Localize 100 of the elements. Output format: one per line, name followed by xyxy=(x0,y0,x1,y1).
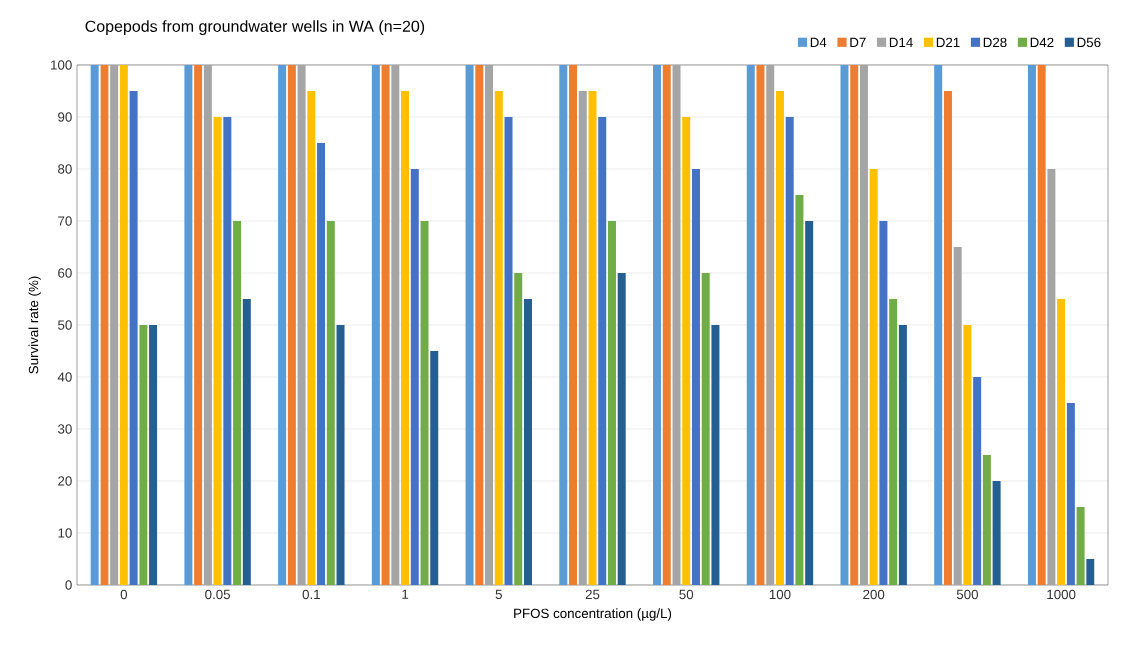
bar xyxy=(879,220,888,585)
bar xyxy=(203,64,212,585)
bar xyxy=(410,168,419,585)
legend-label: D7 xyxy=(850,37,866,47)
x-tick-label: 500 xyxy=(956,589,979,600)
bar xyxy=(859,64,868,585)
bar xyxy=(242,298,251,585)
y-tick-label: 60 xyxy=(58,268,72,278)
bar xyxy=(233,220,242,585)
bar xyxy=(840,64,849,585)
bar xyxy=(494,90,503,585)
bar xyxy=(559,64,568,585)
y-axis-title: Survival rate (%) xyxy=(28,276,41,374)
y-tick-label: 70 xyxy=(58,216,72,226)
x-tick-label: 0 xyxy=(120,589,128,600)
bar xyxy=(1027,64,1036,585)
bar xyxy=(287,64,296,585)
bar xyxy=(653,64,662,585)
bar xyxy=(607,220,616,585)
bar xyxy=(766,64,775,585)
y-tick-label: 100 xyxy=(51,60,72,70)
bar xyxy=(1076,506,1085,585)
legend-label: D4 xyxy=(810,37,827,47)
bar xyxy=(213,116,222,585)
x-tick-label: 100 xyxy=(769,589,791,600)
bar xyxy=(785,116,794,585)
legend-label: D56 xyxy=(1077,37,1101,48)
bar xyxy=(711,324,720,585)
bar xyxy=(90,64,99,585)
x-tick-label: 50 xyxy=(679,589,694,600)
bar xyxy=(420,220,429,585)
bar xyxy=(485,64,494,585)
bar xyxy=(963,324,972,585)
y-tick-label: 20 xyxy=(58,476,72,486)
bar xyxy=(401,90,410,585)
bar xyxy=(701,272,710,585)
bar xyxy=(430,350,439,585)
bar xyxy=(465,64,474,585)
bar xyxy=(992,480,1001,585)
bar xyxy=(869,168,878,585)
bar xyxy=(756,64,765,585)
bar xyxy=(149,324,158,585)
bar xyxy=(850,64,859,585)
bar xyxy=(588,90,597,585)
bar xyxy=(297,64,306,585)
bar xyxy=(569,64,578,585)
bar xyxy=(223,116,232,585)
bar xyxy=(336,324,345,585)
bar xyxy=(475,64,484,585)
bar xyxy=(1086,558,1095,585)
y-tick-label: 50 xyxy=(58,320,72,330)
x-tick-label: 25 xyxy=(585,589,600,600)
bar xyxy=(982,454,991,585)
bar xyxy=(326,220,335,585)
bar xyxy=(110,64,119,585)
x-tick-label: 5 xyxy=(495,589,502,599)
bar xyxy=(278,64,287,585)
legend-label: D28 xyxy=(983,37,1007,48)
bar xyxy=(514,272,523,585)
bar xyxy=(317,142,326,585)
bar xyxy=(119,64,128,585)
bar xyxy=(1057,298,1066,585)
bar xyxy=(307,90,316,585)
bar xyxy=(889,298,898,585)
x-tick-label: 1 xyxy=(402,589,409,599)
bar xyxy=(662,64,671,585)
bar xyxy=(682,116,691,585)
bar xyxy=(371,64,380,585)
x-tick-label: 0.1 xyxy=(302,589,320,600)
legend-label: D42 xyxy=(1030,37,1054,47)
bar xyxy=(381,64,390,585)
bar xyxy=(953,246,962,585)
bar xyxy=(795,194,804,585)
x-tick-label: 1000 xyxy=(1047,589,1076,600)
x-tick-label: 200 xyxy=(863,589,885,600)
bar xyxy=(943,90,952,585)
bar xyxy=(775,90,784,585)
bar xyxy=(746,64,755,585)
bar xyxy=(1037,64,1046,585)
bar xyxy=(523,298,532,585)
bar xyxy=(184,64,193,585)
x-tick-label: 0.05 xyxy=(205,589,231,600)
legend-label: D21 xyxy=(936,37,960,47)
bar xyxy=(598,116,607,585)
y-tick-label: 80 xyxy=(58,164,72,174)
bar xyxy=(391,64,400,585)
bar xyxy=(1047,168,1056,585)
bar xyxy=(898,324,907,585)
y-tick-label: 10 xyxy=(58,528,72,538)
bar xyxy=(578,90,587,585)
y-tick-label: 0 xyxy=(65,580,72,590)
bar xyxy=(973,376,982,585)
bar xyxy=(934,64,943,585)
bar xyxy=(1066,402,1075,585)
bar xyxy=(691,168,700,585)
bar xyxy=(805,220,814,585)
x-axis-title: PFOS concentration (µg/L) xyxy=(514,608,672,621)
y-tick-label: 40 xyxy=(57,372,72,382)
y-tick-label: 90 xyxy=(58,112,72,122)
bar xyxy=(129,90,138,585)
